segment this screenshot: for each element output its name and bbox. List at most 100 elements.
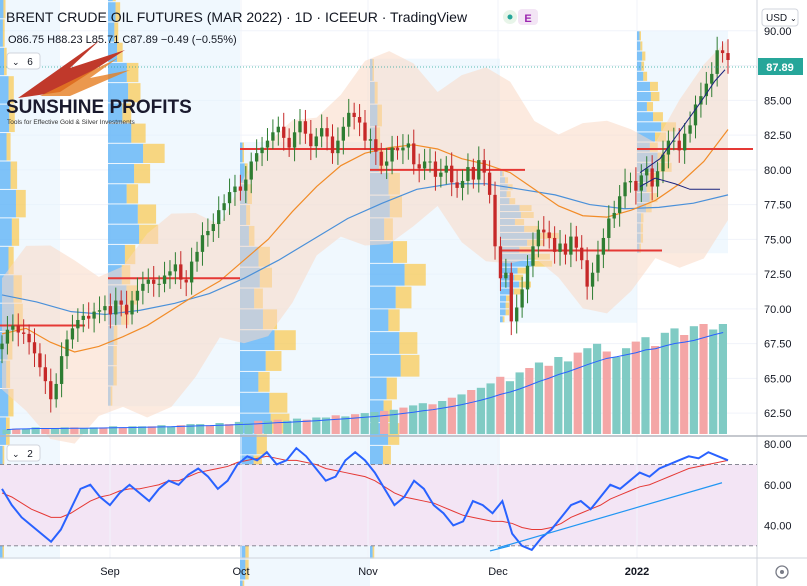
candle-body <box>439 172 443 177</box>
volume-profile-bar-down <box>126 62 139 83</box>
volume-bar <box>79 428 89 434</box>
candle-body <box>493 194 497 247</box>
volume-profile-bar-up <box>500 267 518 274</box>
volume-bar <box>350 414 360 434</box>
currency-selector[interactable] <box>761 8 799 27</box>
volume-profile-bar-up <box>637 102 647 112</box>
volume-profile-bar-down <box>388 309 400 332</box>
candle-body <box>612 212 616 219</box>
price-tick-label: 90.00 <box>764 26 792 38</box>
candle-body <box>206 231 210 236</box>
volume-profile-bar-down <box>258 371 270 392</box>
candle-body <box>547 232 551 238</box>
last-price-label: 87.89 <box>766 62 794 74</box>
candle-body <box>563 243 568 255</box>
volume-profile-bar-down <box>653 112 663 122</box>
volume-profile-bar-down <box>9 104 15 133</box>
time-axis[interactable]: Sep Oct Nov Dec 2022 <box>0 557 807 579</box>
volume-profile-bar-up <box>637 41 641 51</box>
volume-profile-bar-up <box>370 445 383 468</box>
candle-body <box>11 325 15 330</box>
indicators-toggle[interactable] <box>6 52 41 70</box>
volume-profile-bar-up <box>108 224 140 244</box>
candle-body <box>292 132 297 148</box>
candle-body <box>298 121 302 133</box>
volume-bar <box>331 415 340 434</box>
candle-body <box>32 342 37 354</box>
candle-body <box>710 73 714 84</box>
volume-profile-bar-up <box>240 142 243 163</box>
volume-bar <box>60 427 69 434</box>
volume-profile-bar-up <box>637 112 654 122</box>
candle-body <box>222 203 226 211</box>
candle-body <box>249 161 253 180</box>
earnings-badge[interactable] <box>518 9 538 25</box>
price-tick-label: 82.50 <box>764 130 792 142</box>
volume-profile-bar-up <box>370 354 401 377</box>
volume-bar <box>31 427 40 434</box>
volume-bar <box>699 324 708 434</box>
volume-bar <box>341 416 350 434</box>
volume-profile-bar-up <box>370 286 396 309</box>
candle-body <box>580 247 584 261</box>
candle-body <box>374 139 378 152</box>
volume-bar <box>660 332 669 434</box>
volume-profile-bar-down <box>112 0 116 2</box>
candle-body <box>401 147 405 151</box>
candle-body <box>189 261 194 283</box>
candle-body <box>287 137 291 148</box>
volume-profile-bar-down <box>3 0 6 19</box>
volume-profile-bar-up <box>240 580 243 586</box>
candle-body <box>682 133 687 151</box>
volume-bar <box>670 328 679 434</box>
candle-body <box>428 161 432 163</box>
volume-bar <box>651 346 660 434</box>
volume-profile-bar-down <box>386 377 397 400</box>
candle-body <box>504 272 508 279</box>
logo-swoosh-accent-icon <box>40 58 130 96</box>
volume-profile-bar-down <box>274 330 296 351</box>
candle-body <box>0 343 4 350</box>
rsi-indicator-toggle[interactable] <box>6 444 41 462</box>
logo-name: SUNSHINE PROFITS <box>6 97 192 118</box>
volume-bar <box>718 324 727 434</box>
volume-profile-bar-up <box>637 51 643 61</box>
volume-profile-bar-up <box>500 295 507 302</box>
volume-profile-bar-up <box>240 434 257 455</box>
candle-body <box>661 154 665 172</box>
candle-body <box>466 167 470 181</box>
candle-body <box>103 306 107 311</box>
gear-icon[interactable] <box>775 565 789 579</box>
candle-body <box>422 161 427 169</box>
candle-body <box>574 236 578 248</box>
volume-profile-bar-up <box>0 445 3 474</box>
value-area-high-line <box>639 69 726 174</box>
volume-bar <box>2 429 11 434</box>
candle-body <box>471 167 476 180</box>
volume-profile-bar-up <box>370 309 389 332</box>
volume-profile-bar-up <box>0 246 9 275</box>
price-axis[interactable]: 62.50 65.00 67.50 70.00 72.50 75.00 77.50 80.00… <box>756 0 803 586</box>
candle-body <box>352 112 356 118</box>
candle-body <box>455 182 459 188</box>
candle-body <box>157 283 161 285</box>
currency-label: USD <box>766 13 787 24</box>
rsi-trendline-lower <box>489 545 511 552</box>
volume-profile-bar-down <box>643 71 648 81</box>
volume-bar <box>12 428 21 434</box>
volume-profile-bar-up <box>370 377 387 400</box>
volume-bar <box>641 337 650 434</box>
candle-body <box>168 271 172 276</box>
candle-body <box>596 254 600 273</box>
volume-profile-bar-down <box>2 19 5 47</box>
volume-bars <box>2 324 727 434</box>
volume-profile-bar-up <box>500 281 520 288</box>
last-price-marker <box>758 58 803 75</box>
time-axis-label: Nov <box>358 566 378 578</box>
candle-body <box>450 165 454 183</box>
bollinger-band <box>2 39 728 444</box>
volume-bar <box>244 423 253 434</box>
volume-profile-bar-down <box>269 392 288 413</box>
volume-profile-bar-up <box>240 163 245 184</box>
